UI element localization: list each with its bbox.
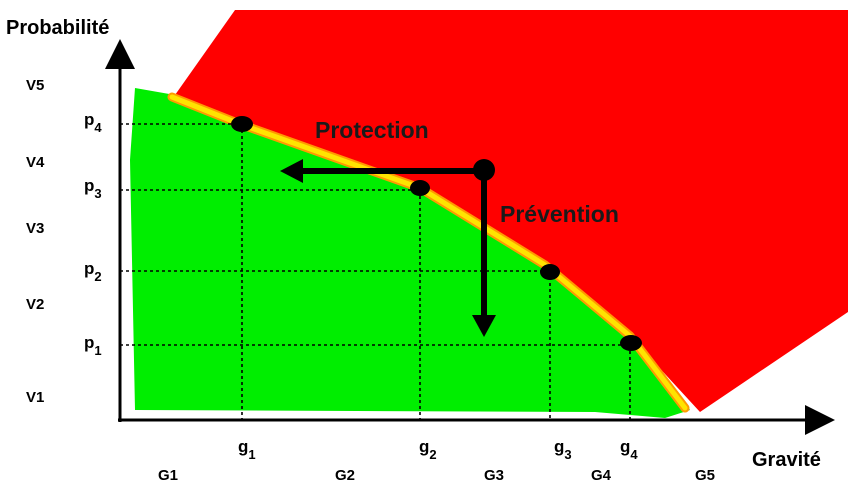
gravity-point-g1: g1 [238,437,256,462]
arrow-down-icon [472,170,496,337]
limit-point-3 [540,264,560,280]
probability-level-v3: V3 [26,220,44,237]
gravity-level-g1: G1 [158,467,178,484]
probability-level-v2: V2 [26,296,44,313]
probability-point-p4: p4 [84,110,102,135]
probability-point-p3: p3 [84,176,102,201]
gravity-level-g4: G4 [591,467,612,484]
limit-point-1 [231,116,253,132]
prevention-label: Prévention [500,201,619,227]
x-axis-title: Gravité [752,449,821,471]
gravity-level-g5: G5 [695,467,715,484]
probability-point-p2: p2 [84,259,102,284]
probability-point-p1: p1 [84,333,102,358]
protection-label: Protection [315,117,429,143]
arrow-left-icon [280,159,484,183]
gravity-point-g3: g3 [554,437,572,462]
gravity-level-g3: G3 [484,467,504,484]
limit-point-2 [410,180,430,196]
probability-level-v4: V4 [26,154,45,171]
gravity-point-g2: g2 [419,437,437,462]
limit-points [231,116,642,351]
probability-level-v1: V1 [26,389,44,406]
unacceptable-risk-zone [175,10,848,412]
y-axis-title: Probabilité [6,17,109,39]
probability-level-v5: V5 [26,77,44,94]
gravity-point-g4: g4 [620,437,638,462]
projection-lines [120,123,631,420]
limit-point-4 [620,335,642,351]
acceptable-risk-zone [130,88,690,418]
gravity-level-g2: G2 [335,467,355,484]
